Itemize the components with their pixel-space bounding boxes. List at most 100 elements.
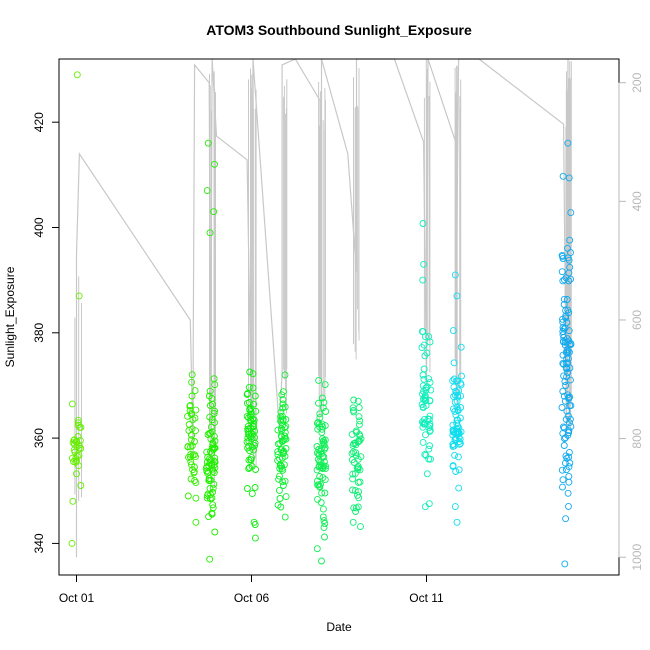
data-point-3-54: [251, 434, 259, 442]
data-point-2-59: [211, 419, 218, 427]
data-point-6-8: [349, 470, 357, 478]
data-point-5-48: [319, 423, 327, 431]
data-point-8-61: [451, 451, 459, 459]
data-point-8-70: [451, 503, 459, 511]
data-point-7-53: [422, 431, 429, 439]
data-point-9-103: [565, 395, 573, 402]
data-point-2-47: [209, 439, 217, 447]
data-point-3-12: [249, 384, 257, 392]
data-point-7-55: [422, 384, 430, 392]
data-point-8-59: [449, 405, 457, 413]
data-point-5-28: [321, 489, 329, 497]
secondary-series-layer: [74, 58, 572, 558]
data-point-3-43: [248, 462, 256, 470]
data-point-6-51: [354, 397, 362, 405]
data-point-6-10: [357, 523, 364, 531]
data-point-5-44: [318, 489, 326, 497]
data-point-9-87: [564, 306, 572, 314]
data-point-5-53: [313, 449, 321, 457]
data-point-7-57: [418, 400, 426, 408]
data-point-9-92: [559, 387, 567, 395]
data-point-4-36: [275, 486, 283, 494]
data-point-3-16: [245, 431, 252, 439]
data-point-4-62: [281, 371, 289, 379]
data-point-1-33: [188, 431, 196, 439]
data-point-8-67: [454, 430, 462, 438]
chart-title: ATOM3 Southbound Sunlight_Exposure: [206, 22, 472, 38]
data-point-9-33: [565, 448, 573, 456]
data-point-8-58: [450, 375, 458, 383]
data-point-9-47: [566, 393, 574, 401]
data-point-9-30: [559, 476, 567, 484]
x-tick-label-0: Oct 01: [59, 591, 95, 605]
data-point-0-34: [73, 71, 81, 79]
data-point-2-72: [206, 229, 214, 237]
data-point-1-15: [189, 416, 197, 424]
data-point-1-35: [187, 475, 195, 483]
data-point-8-31: [457, 392, 465, 400]
data-point-2-62: [210, 480, 218, 488]
data-point-1-10: [186, 402, 194, 409]
data-point-2-46: [209, 444, 217, 452]
data-point-3-52: [245, 465, 253, 473]
data-point-5-70: [313, 545, 321, 553]
data-point-8-66: [454, 405, 462, 413]
data-point-7-23: [421, 503, 429, 511]
data-point-4-35: [279, 400, 287, 408]
data-point-8-50: [454, 453, 462, 461]
data-point-2-66: [209, 467, 217, 475]
data-point-5-63: [320, 399, 328, 406]
data-point-5-58: [321, 533, 328, 541]
data-point-3-5: [244, 390, 252, 397]
data-point-9-102: [565, 502, 572, 510]
data-point-1-37: [188, 371, 196, 379]
data-point-2-75: [211, 160, 218, 168]
data-point-5-38: [320, 437, 327, 445]
data-point-8-65: [449, 377, 457, 385]
data-point-9-90: [563, 296, 571, 303]
data-point-3-39: [243, 485, 251, 492]
data-point-5-68: [313, 419, 321, 427]
data-point-2-54: [207, 456, 215, 464]
data-point-8-28: [455, 484, 463, 492]
data-point-9-66: [561, 459, 569, 467]
y2-tick-label-4: 1000: [630, 544, 644, 571]
secondary-series-line: [75, 58, 569, 558]
data-point-1-39: [192, 406, 200, 414]
data-point-6-25: [350, 448, 357, 456]
data-point-9-82: [562, 434, 569, 442]
data-point-9-59: [560, 295, 568, 303]
data-point-8-34: [458, 372, 465, 380]
data-point-9-60: [559, 351, 567, 359]
data-point-7-54: [426, 378, 434, 386]
data-point-0-16: [74, 421, 82, 429]
data-point-9-71: [562, 515, 570, 523]
data-point-8-14: [456, 439, 464, 447]
data-point-7-60: [427, 455, 434, 463]
data-point-5-33: [317, 458, 325, 466]
data-point-5-3: [316, 473, 324, 480]
data-point-8-32: [456, 414, 464, 422]
data-point-3-61: [250, 518, 258, 526]
data-point-0-20: [73, 470, 80, 478]
data-point-3-38: [247, 456, 255, 464]
data-point-9-65: [559, 359, 567, 367]
data-point-0-33: [75, 292, 83, 300]
data-point-8-39: [453, 416, 461, 424]
data-point-3-36: [244, 422, 252, 430]
data-point-4-46: [278, 433, 286, 441]
data-point-5-69: [314, 495, 321, 503]
data-point-4-27: [279, 396, 287, 404]
data-point-2-21: [211, 381, 219, 389]
data-point-4-37: [277, 446, 285, 454]
data-point-9-62: [562, 314, 570, 322]
data-point-4-8: [277, 408, 285, 416]
data-point-4-34: [282, 493, 290, 501]
data-point-7-33: [422, 397, 430, 405]
y-tick-label-0: 340: [32, 533, 46, 553]
data-point-2-73: [210, 208, 218, 216]
data-point-4-43: [281, 477, 289, 485]
data-point-2-56: [205, 455, 213, 463]
data-point-4-57: [282, 445, 290, 452]
